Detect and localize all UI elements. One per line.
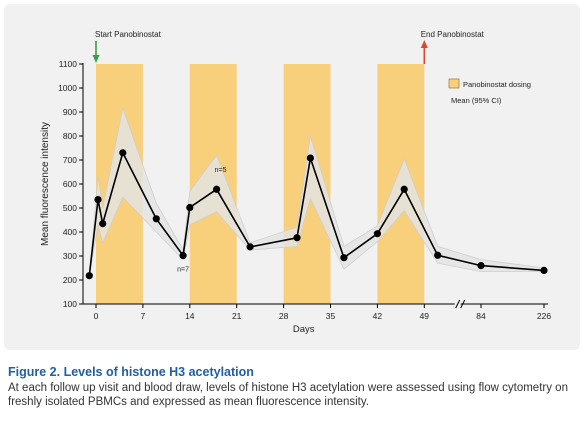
legend-dosing-label: Panobinostat dosing — [463, 80, 531, 89]
axes — [79, 63, 548, 309]
data-point-12 — [340, 254, 348, 262]
end-arrow-head — [420, 40, 428, 48]
x-tick-label-42: 42 — [373, 311, 383, 321]
x-tick-label-28: 28 — [279, 311, 289, 321]
x-axis-label: Days — [293, 324, 315, 335]
data-point-4 — [119, 149, 127, 157]
x-tick-label-84: 84 — [476, 311, 486, 321]
legend-mean-label: Mean (95% CI) — [451, 96, 502, 105]
chart: 100 200 300 400 500 600 700 800 900 1000 1100 0 7 14 2… — [40, 30, 551, 335]
axis-break-mark-1 — [455, 299, 461, 309]
caption-title-row: Figure 2. Levels of histone H3 acetylati… — [8, 364, 578, 380]
data-point-3 — [99, 220, 107, 228]
y-tick-label-700: 700 — [63, 155, 77, 165]
x-tick-label-7: 7 — [141, 311, 146, 321]
y-tick-label-100: 100 — [63, 299, 77, 309]
x-tick-label-49: 49 — [420, 311, 430, 321]
y-tick-label-600: 600 — [63, 179, 77, 189]
axis-break-mark-2 — [460, 299, 466, 309]
x-tick-label-14: 14 — [185, 311, 195, 321]
y-tick-label-1100: 1100 — [59, 59, 78, 69]
y-tick-label-300: 300 — [63, 251, 77, 261]
x-tick-label-226: 226 — [537, 311, 551, 321]
y-tick-label-200: 200 — [63, 275, 77, 285]
annotations: Start Panobinostat End Panobinostat n=5 n=7 — [92, 30, 485, 274]
x-tick-label-0: 0 — [94, 311, 99, 321]
data-point-16 — [477, 262, 485, 270]
data-point-2 — [94, 196, 102, 204]
figure-panel: 100 200 300 400 500 600 700 800 900 1000 1100 0 7 14 2… — [4, 4, 580, 350]
caption-title: Levels of histone H3 acetylation — [63, 365, 254, 379]
data-point-11 — [306, 154, 314, 162]
y-axis-label: Mean fluorescence intensity — [40, 122, 51, 246]
start-panobinostat-label: Start Panobinostat — [95, 30, 162, 39]
y-tick-label-500: 500 — [63, 203, 77, 213]
y-tick-label-1000: 1000 — [58, 83, 77, 93]
data-point-6 — [179, 251, 187, 260]
data-point-17 — [540, 266, 548, 274]
caption-text: At each follow up visit and blood draw, … — [8, 382, 568, 408]
x-tick-label-35: 35 — [326, 311, 336, 321]
end-panobinostat-label: End Panobinostat — [421, 30, 485, 39]
data-point-7 — [186, 203, 194, 212]
caption-label: Figure 2. — [8, 365, 61, 379]
n7-annotation: n=7 — [177, 267, 189, 274]
data-point-15 — [434, 251, 442, 259]
figure-caption: Figure 2. Levels of histone H3 acetylati… — [8, 364, 578, 409]
x-tick-label-21: 21 — [232, 311, 242, 321]
data-point-8 — [213, 185, 221, 193]
n5-annotation: n=5 — [215, 167, 227, 174]
data-point-13 — [373, 230, 381, 238]
data-point-1 — [85, 272, 93, 280]
start-arrow-head — [92, 55, 100, 63]
mean-series — [85, 149, 548, 280]
y-tick-label-900: 900 — [63, 107, 77, 117]
y-tick-label-800: 800 — [63, 131, 77, 141]
y-tick-label-400: 400 — [63, 227, 77, 237]
data-point-10 — [293, 234, 301, 242]
tick-labels: 100 200 300 400 500 600 700 800 900 1000 1100 0 7 14 2… — [40, 59, 551, 335]
legend: Panobinostat dosing Mean (95% CI) — [448, 78, 531, 105]
data-point-5 — [152, 215, 160, 223]
data-point-14 — [400, 185, 408, 193]
data-point-9 — [246, 243, 254, 251]
legend-dosing-swatch — [448, 78, 460, 89]
